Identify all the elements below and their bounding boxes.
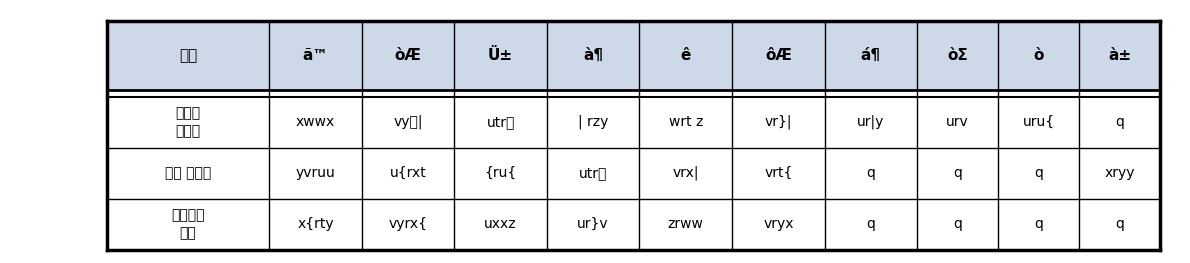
Bar	[107, 97, 1160, 148]
Text: vrt{: vrt{	[764, 166, 793, 180]
Text: 삽천보
바닥제: 삽천보 바닥제	[176, 106, 201, 138]
Text: vr}|: vr}|	[765, 115, 793, 129]
Text: q: q	[866, 166, 876, 180]
Text: ôÆ: ôÆ	[765, 48, 791, 63]
Text: q: q	[953, 217, 963, 231]
Text: xwwx: xwwx	[296, 115, 336, 129]
Text: òÆ: òÆ	[395, 48, 421, 63]
Text: 하동 바닥재: 하동 바닥재	[165, 166, 212, 180]
Text: {ru{: {ru{	[484, 166, 516, 180]
Text: yvruu: yvruu	[295, 166, 336, 180]
Text: zrww: zrww	[668, 217, 703, 231]
Bar	[107, 199, 1160, 250]
Text: ur}v: ur}v	[577, 217, 609, 231]
Text: utrꞵ: utrꞵ	[487, 115, 515, 129]
Text: q: q	[1034, 217, 1044, 231]
Text: à±: à±	[1108, 48, 1132, 63]
Text: | rzy: | rzy	[578, 115, 608, 129]
Text: uxxz: uxxz	[484, 217, 516, 231]
Text: vrx|: vrx|	[672, 166, 699, 180]
Text: Ü±: Ü±	[488, 48, 513, 63]
Text: x{rty: x{rty	[298, 217, 333, 231]
Text: vyꞵ|: vyꞵ|	[393, 115, 422, 129]
Text: vyrx{: vyrx{	[388, 217, 427, 231]
Text: ã™: ã™	[302, 48, 328, 63]
Text: u{rxt: u{rxt	[389, 166, 426, 180]
Text: xryy: xryy	[1104, 166, 1135, 180]
Text: q: q	[1034, 166, 1044, 180]
Text: q: q	[1115, 217, 1125, 231]
Text: q: q	[1115, 115, 1125, 129]
Text: wrt z: wrt z	[669, 115, 703, 129]
Text: q: q	[953, 166, 963, 180]
Text: 가성지가
토양: 가성지가 토양	[171, 208, 205, 240]
Text: urv: urv	[946, 115, 969, 129]
Text: ê: ê	[681, 48, 691, 63]
Text: á¶: á¶	[860, 48, 881, 63]
Text: ur|y: ur|y	[857, 115, 884, 129]
Bar	[107, 21, 1160, 90]
Text: ò: ò	[1034, 48, 1044, 63]
Text: vryx: vryx	[763, 217, 794, 231]
Text: uru{: uru{	[1022, 115, 1054, 129]
Text: utrꞵ: utrꞵ	[580, 166, 607, 180]
Text: òΣ: òΣ	[947, 48, 969, 63]
Text: q: q	[866, 217, 876, 231]
Bar	[107, 148, 1160, 199]
Text: 구분: 구분	[178, 48, 198, 63]
Text: à¶: à¶	[583, 48, 603, 63]
